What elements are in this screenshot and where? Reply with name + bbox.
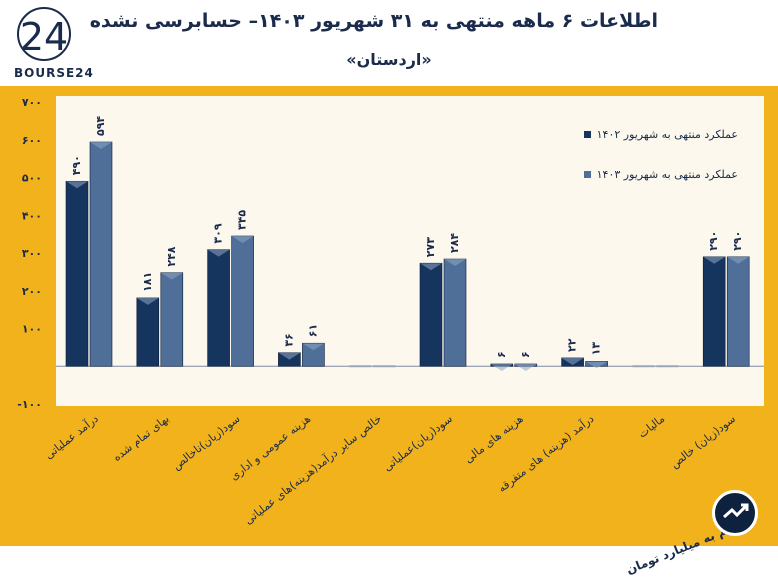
y-tick-label: ۷۰۰: [22, 96, 42, 109]
data-label: ۶: [519, 351, 532, 358]
legend-swatch-1402: [583, 131, 591, 138]
data-label: ۱۸۱: [141, 272, 154, 292]
data-label: ۵۹۴: [94, 116, 107, 136]
legend-label-1402: عملکرد منتهی به شهریور ۱۴۰۲: [596, 128, 738, 141]
bar-cap: [207, 249, 230, 257]
y-tick-label: ۲۰۰: [22, 285, 42, 298]
bar-cap: [420, 263, 442, 271]
bars: ۴۹۰ ۵۹۴ ۱۸۱ ۲۴۸ ۳۰۹ ۳۴۵ ۳۶ ۶۱ ۲۷۳ ۲۸۴ ۶ ۶ ۲۲ ۱۳ ۲۹۰ ۲۹۰: [65, 116, 750, 371]
bar-cap: [727, 256, 750, 264]
data-label: ۲۸۴: [448, 233, 461, 253]
data-label: ۴۹۰: [70, 155, 83, 175]
bar: [702, 256, 726, 367]
header: 24 BOURSE24 اطلاعات ۶ ماهه منتهی به ۳۱ ش…: [0, 0, 778, 86]
logo-mark: 24: [20, 15, 68, 59]
bourse24-logo: 24 BOURSE24: [8, 6, 93, 80]
bar-cap: [514, 363, 537, 371]
bar-empty: [632, 365, 655, 368]
company-name: «اردستان»: [346, 50, 432, 69]
y-tick-label: ۱۰۰: [22, 323, 42, 336]
data-label: ۶۱: [306, 324, 319, 337]
bar-cap: [302, 343, 325, 351]
bar: [726, 256, 750, 367]
data-label: ۶: [495, 351, 508, 358]
data-label: ۲۷۳: [424, 237, 437, 257]
data-label: ۳۰۹: [212, 223, 225, 243]
bar: [231, 235, 254, 367]
category-label: درآمد عملیاتی: [42, 411, 101, 461]
bar: [136, 297, 160, 367]
footer-badge: ارقام به میلیارد تومان: [624, 464, 772, 577]
bar-cap: [703, 256, 726, 264]
logo-text: BOURSE24: [14, 66, 94, 80]
bar: [89, 141, 113, 367]
bar-chart: ۷۰۰ ۶۰۰ ۵۰۰ ۴۰۰ ۳۰۰ ۲۰۰ ۱۰۰ -۱۰۰ ۴۹۰ ۵۹۴ ۱۸۱ ۲۴۸ ۳۰…: [17, 96, 764, 527]
data-label: ۲۹۰: [731, 231, 744, 251]
bar-cap: [136, 297, 159, 305]
category-label: سود(زیان)عملیاتی: [381, 412, 455, 474]
data-label: ۲۹۰: [707, 231, 720, 251]
bar-cap: [585, 361, 608, 369]
legend-item-1402: عملکرد منتهی به شهریور ۱۴۰۲: [583, 128, 738, 141]
bar-empty: [373, 365, 396, 368]
data-label: ۳۴۵: [236, 210, 249, 230]
bar-cap: [160, 272, 183, 280]
bar-cap: [490, 363, 513, 371]
data-label: ۲۲: [566, 338, 579, 352]
legend-swatch-1403: [583, 171, 591, 178]
bar-cap: [561, 357, 584, 365]
trend-arrow-icon: [712, 490, 758, 536]
bar-cap: [90, 142, 112, 150]
category-label: سود(زیان)ناخالص: [170, 412, 242, 472]
bar-cap: [278, 352, 301, 360]
x-axis-labels: درآمد عملیاتی بهای تمام شدهسود(زیان)ناخال…: [42, 411, 738, 527]
category-label: بهای تمام شده: [111, 412, 172, 464]
bar-cap: [231, 236, 254, 244]
bar-cap: [66, 181, 88, 189]
bar: [207, 249, 230, 367]
category-label: خالص سایر درآمد(هزینه)های عملیاتی: [241, 411, 384, 527]
bar: [443, 258, 467, 367]
bar: [65, 180, 89, 367]
bar-cap: [444, 259, 466, 267]
data-label: ۱۳: [590, 342, 603, 356]
bar: [160, 272, 184, 367]
data-label: ۳۶: [282, 333, 295, 346]
category-label: هزینه های مالی: [462, 412, 526, 466]
bar: [419, 262, 443, 367]
y-tick-label: ۵۰۰: [22, 172, 42, 185]
category-label: مالیات: [636, 412, 667, 441]
bar-empty: [656, 365, 679, 368]
y-tick-label: ۳۰۰: [22, 247, 42, 260]
legend-item-1403: عملکرد منتهی به شهریور ۱۴۰۳: [583, 168, 738, 181]
category-label: سود(زیان) خالص: [668, 412, 738, 471]
data-label: ۲۴۸: [165, 246, 178, 266]
bar-empty: [349, 365, 372, 368]
y-tick-label: ۴۰۰: [22, 209, 42, 222]
legend-label-1403: عملکرد منتهی به شهریور ۱۴۰۳: [596, 168, 738, 181]
page-title: اطلاعات ۶ ماهه منتهی به ۳۱ شهریور ۱۴۰۳– …: [89, 10, 658, 32]
y-tick-label: -۱۰۰: [17, 398, 42, 411]
y-tick-label: ۶۰۰: [22, 134, 42, 147]
